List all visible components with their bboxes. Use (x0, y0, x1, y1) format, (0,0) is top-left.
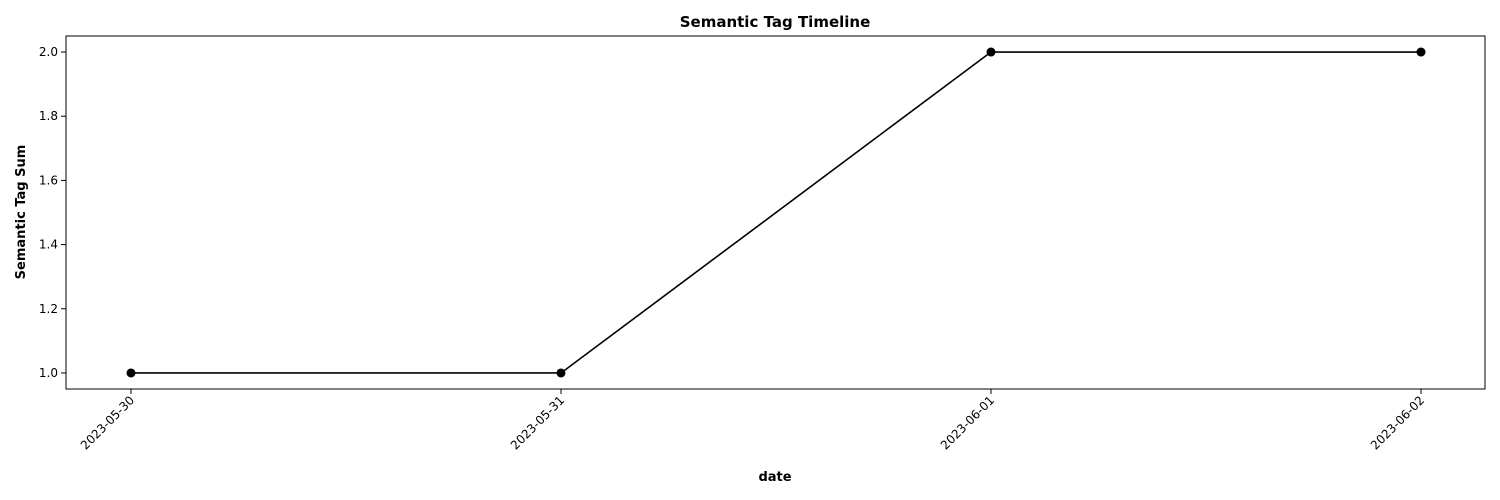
series-line (131, 51, 1421, 374)
y-axis-label: Semantic Tag Sum (14, 145, 29, 280)
y-tick-label: 2.0 (39, 45, 58, 59)
data-point (556, 368, 566, 378)
plot-area (126, 47, 1426, 378)
x-axis-label: date (758, 470, 791, 485)
y-tick-label: 1.0 (39, 366, 58, 380)
plot-frame (65, 35, 1486, 390)
data-point (986, 47, 996, 57)
chart-title: Semantic Tag Timeline (680, 13, 871, 31)
y-tick-label: 1.8 (39, 109, 58, 123)
data-point (126, 368, 136, 378)
data-point (1416, 47, 1426, 57)
y-tick-label: 1.6 (39, 173, 58, 187)
y-tick-label: 1.2 (39, 302, 58, 316)
y-tick-label: 1.4 (39, 238, 58, 252)
